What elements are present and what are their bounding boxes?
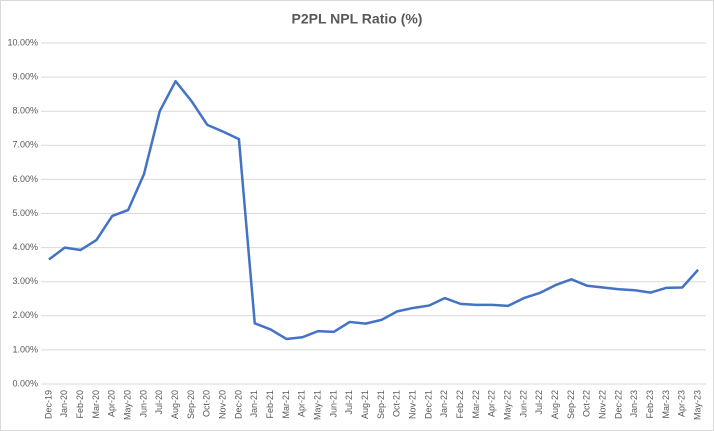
y-tick-label: 5.00%: [12, 208, 38, 218]
x-tick-label: May-20: [122, 390, 132, 420]
x-tick-label: Jun-22: [518, 390, 528, 418]
x-tick-label: Feb-20: [75, 390, 85, 419]
x-tick-label: Sep-22: [566, 390, 576, 419]
x-tick-label: Jan-21: [249, 390, 259, 418]
x-tick-label: Feb-22: [455, 390, 465, 419]
x-tick-label: Jul-22: [534, 390, 544, 415]
x-tick-label: Nov-22: [597, 390, 607, 419]
x-tick-label: Oct-22: [582, 390, 592, 417]
y-tick-label: 7.00%: [12, 140, 38, 150]
y-tick-label: 4.00%: [12, 242, 38, 252]
x-tick-label: May-21: [312, 390, 322, 420]
x-tick-label: May-23: [692, 390, 702, 420]
x-tick-label: Jan-22: [439, 390, 449, 418]
x-tick-label: Dec-22: [613, 390, 623, 419]
x-tick-label: Mar-20: [91, 390, 101, 419]
x-tick-label: Dec-21: [423, 390, 433, 419]
x-tick-label: Aug-21: [360, 390, 370, 419]
x-tick-label: Mar-23: [661, 390, 671, 419]
x-tick-label: Jun-21: [328, 390, 338, 418]
x-tick-label: Jul-20: [154, 390, 164, 415]
x-tick-label: Sep-20: [186, 390, 196, 419]
y-tick-label: 9.00%: [12, 71, 38, 81]
y-tick-label: 1.00%: [12, 344, 38, 354]
x-tick-label: Nov-21: [407, 390, 417, 419]
x-tick-label: Dec-20: [233, 390, 243, 419]
x-tick-label: Apr-23: [677, 390, 687, 417]
x-tick-label: Apr-20: [107, 390, 117, 417]
y-tick-label: 3.00%: [12, 276, 38, 286]
x-tick-label: Sep-21: [376, 390, 386, 419]
x-tick-label: Mar-22: [471, 390, 481, 419]
chart-title: P2PL NPL Ratio (%): [292, 11, 423, 27]
x-tick-label: Dec-19: [43, 390, 53, 419]
x-tick-label: Aug-22: [550, 390, 560, 419]
y-tick-label: 0.00%: [12, 378, 38, 388]
y-tick-label: 6.00%: [12, 174, 38, 184]
x-tick-label: Jun-20: [138, 390, 148, 418]
x-tick-label: Feb-23: [645, 390, 655, 419]
x-tick-label: Jan-23: [629, 390, 639, 418]
x-tick-label: Feb-21: [265, 390, 275, 419]
x-tick-label: Mar-21: [281, 390, 291, 419]
x-tick-label: Jul-21: [344, 390, 354, 415]
y-tick-label: 10.00%: [7, 37, 38, 47]
x-tick-label: May-22: [502, 390, 512, 420]
x-tick-label: Oct-21: [392, 390, 402, 417]
x-tick-label: Aug-20: [170, 390, 180, 419]
x-tick-label: Apr-21: [297, 390, 307, 417]
y-tick-label: 8.00%: [12, 106, 38, 116]
data-line: [48, 79, 700, 341]
x-tick-label: Jan-20: [59, 390, 69, 418]
x-tick-label: Oct-20: [202, 390, 212, 417]
x-tick-label: Apr-22: [487, 390, 497, 417]
x-tick-label: Nov-20: [217, 390, 227, 419]
y-tick-label: 2.00%: [12, 310, 38, 320]
